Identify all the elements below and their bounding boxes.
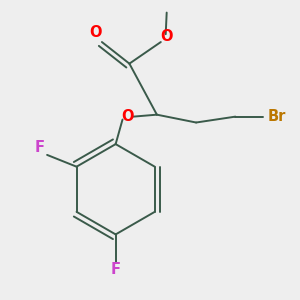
Text: O: O [121,109,134,124]
Text: F: F [34,140,44,154]
Text: O: O [89,25,101,40]
Text: O: O [160,28,173,44]
Text: F: F [111,262,121,277]
Text: Br: Br [267,109,286,124]
